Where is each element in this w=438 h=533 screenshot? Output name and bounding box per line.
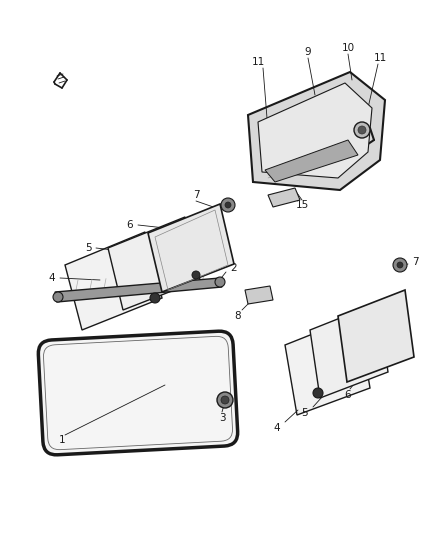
Polygon shape — [285, 316, 370, 415]
Circle shape — [358, 126, 366, 134]
Text: 8: 8 — [235, 311, 241, 321]
Polygon shape — [55, 278, 222, 302]
Circle shape — [313, 388, 323, 398]
Polygon shape — [148, 204, 234, 292]
Circle shape — [215, 277, 225, 287]
Polygon shape — [65, 232, 162, 330]
Text: 2: 2 — [231, 263, 237, 273]
Text: 11: 11 — [373, 53, 387, 63]
Text: 10: 10 — [342, 43, 355, 53]
Text: 7: 7 — [193, 190, 199, 200]
Text: 1: 1 — [59, 435, 65, 445]
Polygon shape — [108, 217, 200, 310]
Text: 4: 4 — [49, 273, 55, 283]
Text: 9: 9 — [305, 47, 311, 57]
Text: 5: 5 — [302, 408, 308, 418]
Circle shape — [221, 396, 229, 404]
Text: 11: 11 — [251, 57, 265, 67]
Polygon shape — [265, 140, 358, 182]
Text: 6: 6 — [127, 220, 133, 230]
Circle shape — [225, 202, 231, 208]
Text: 3: 3 — [219, 413, 225, 423]
Text: 4: 4 — [274, 423, 280, 433]
Polygon shape — [258, 83, 372, 178]
FancyBboxPatch shape — [38, 331, 238, 455]
Circle shape — [192, 271, 200, 279]
Polygon shape — [338, 290, 414, 382]
Circle shape — [397, 262, 403, 268]
Circle shape — [393, 258, 407, 272]
Circle shape — [217, 392, 233, 408]
Text: 15: 15 — [295, 200, 309, 210]
Text: 5: 5 — [85, 243, 91, 253]
Circle shape — [53, 292, 63, 302]
Polygon shape — [268, 188, 300, 207]
Circle shape — [221, 198, 235, 212]
Polygon shape — [245, 286, 273, 304]
Circle shape — [150, 293, 160, 303]
Circle shape — [354, 122, 370, 138]
Text: 7: 7 — [412, 257, 418, 267]
Text: 6: 6 — [345, 390, 351, 400]
Polygon shape — [248, 72, 385, 190]
Polygon shape — [310, 303, 388, 398]
